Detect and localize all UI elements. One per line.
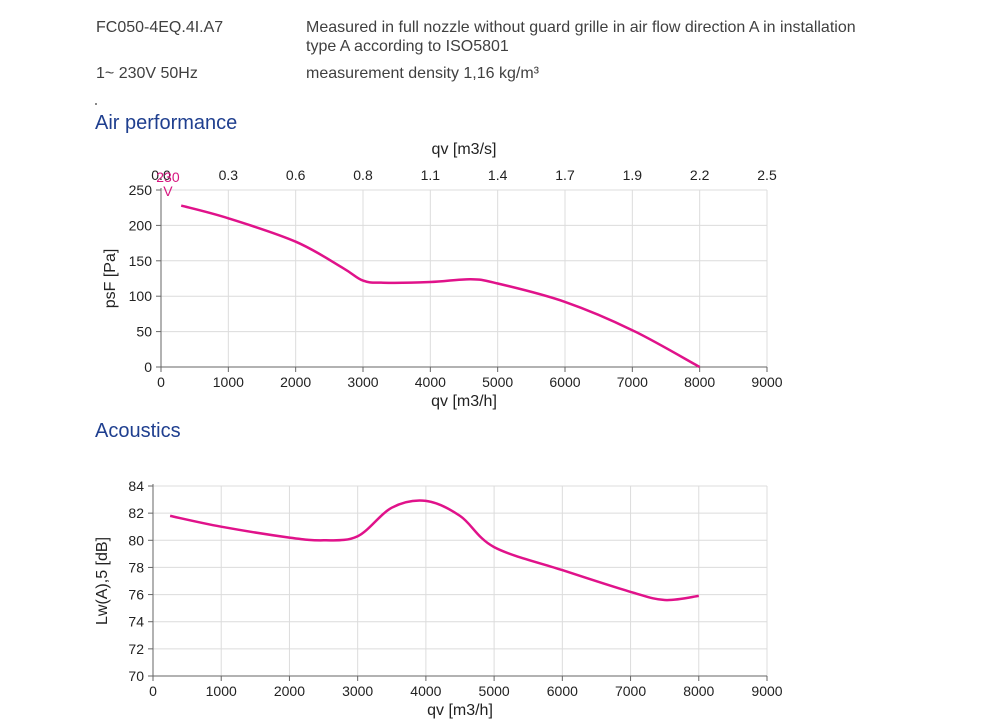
air-x2-tick-label: 1.9 xyxy=(623,167,643,183)
air-x-tick-label: 5000 xyxy=(482,374,513,390)
air-x-tick-label: 7000 xyxy=(617,374,648,390)
air-voltage-label: 230 xyxy=(156,169,180,185)
model-code: FC050-4EQ.4I.A7 xyxy=(96,19,224,36)
acoustic-x-tick-label: 1000 xyxy=(206,683,237,699)
air-x-tick-label: 9000 xyxy=(751,374,782,390)
air-y-tick-label: 0 xyxy=(144,359,152,375)
air-x2-tick-label: 0.3 xyxy=(219,167,239,183)
air-x-tick-label: 8000 xyxy=(684,374,715,390)
measurement-description-line1: Measured in full nozzle without guard gr… xyxy=(306,19,856,36)
acoustic-x-tick-label: 8000 xyxy=(683,683,714,699)
acoustic-y-tick-label: 76 xyxy=(128,587,144,603)
air-y-tick-label: 200 xyxy=(129,217,153,233)
air-x2-tick-label: 2.5 xyxy=(757,167,777,183)
air-x2-tick-label: 1.7 xyxy=(555,167,575,183)
air-y-tick-label: 250 xyxy=(129,182,153,198)
air-x2-axis-label: qv [m3/s] xyxy=(432,141,497,158)
air-x2-tick-label: 0.0 xyxy=(151,167,171,183)
measurement-description-line2: type A according to ISO5801 xyxy=(306,38,509,55)
acoustic-y-tick-label: 84 xyxy=(128,478,144,494)
power-supply: 1~ 230V 50Hz xyxy=(96,65,198,82)
acoustic-x-tick-label: 5000 xyxy=(479,683,510,699)
air-x-tick-label: 0 xyxy=(157,374,165,390)
acoustic-x-tick-label: 4000 xyxy=(410,683,441,699)
acoustic-y-tick-label: 70 xyxy=(128,668,144,684)
air-y-tick-label: 150 xyxy=(129,253,153,269)
air-x2-tick-label: 2.2 xyxy=(690,167,710,183)
acoustic-y-tick-label: 72 xyxy=(128,641,144,657)
air-x2-tick-label: 1.1 xyxy=(421,167,441,183)
air-y-axis-label: psF [Pa] xyxy=(102,249,119,309)
acoustic-x-tick-label: 0 xyxy=(149,683,157,699)
air-curve xyxy=(180,204,701,369)
air-x-tick-label: 6000 xyxy=(549,374,580,390)
acoustic-curve xyxy=(169,499,699,602)
air-y-tick-label: 100 xyxy=(129,288,153,304)
acoustic-y-tick-label: 78 xyxy=(128,559,144,575)
measurement-density: measurement density 1,16 kg/m³ xyxy=(306,65,539,82)
acoustics-title: Acoustics xyxy=(95,420,181,442)
air-x-tick-label: 2000 xyxy=(280,374,311,390)
acoustic-y-tick-label: 74 xyxy=(128,614,144,630)
air-x2-tick-label: 0.8 xyxy=(353,167,373,183)
air-x-tick-label: 1000 xyxy=(213,374,244,390)
air-x2-tick-label: 1.4 xyxy=(488,167,508,183)
acoustic-x-axis-label: qv [m3/h] xyxy=(427,702,493,719)
acoustic-x-tick-label: 7000 xyxy=(615,683,646,699)
air-x2-tick-label: 0.6 xyxy=(286,167,306,183)
air-x-axis-label: qv [m3/h] xyxy=(431,393,497,410)
air-x-tick-label: 3000 xyxy=(347,374,378,390)
acoustic-x-tick-label: 3000 xyxy=(342,683,373,699)
air-voltage-unit: V xyxy=(163,183,173,199)
separator-dot xyxy=(95,103,97,105)
acoustic-y-tick-label: 82 xyxy=(128,505,144,521)
acoustic-y-axis-label: Lw(A),5 [dB] xyxy=(94,537,111,625)
air-y-tick-label: 50 xyxy=(136,324,152,340)
acoustic-x-tick-label: 9000 xyxy=(751,683,782,699)
acoustic-y-tick-label: 80 xyxy=(128,532,144,548)
air-x-tick-label: 4000 xyxy=(415,374,446,390)
acoustic-x-tick-label: 2000 xyxy=(274,683,305,699)
air-performance-title: Air performance xyxy=(95,112,238,134)
acoustic-x-tick-label: 6000 xyxy=(547,683,578,699)
